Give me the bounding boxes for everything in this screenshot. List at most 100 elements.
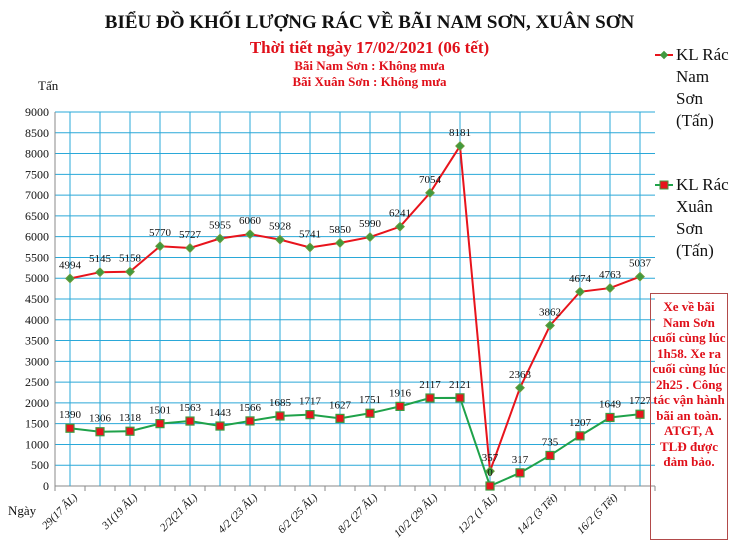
data-label: 1916 [389, 387, 412, 399]
data-label: 6060 [239, 215, 262, 227]
data-label: 357 [482, 452, 499, 464]
data-point-xuan-son [485, 481, 495, 491]
y-tick-label: 500 [31, 458, 49, 472]
data-point-xuan-son [65, 423, 75, 433]
data-point-nam-son [275, 234, 285, 245]
data-point-xuan-son [545, 450, 555, 461]
data-label: 5145 [89, 253, 112, 265]
y-tick-label: 0 [43, 479, 49, 493]
data-label: 1306 [89, 413, 112, 425]
x-tick-label: 2/2(21 ÂL) [158, 491, 201, 534]
legend-marker-nam-son [659, 50, 669, 60]
y-tick-label: 2000 [25, 396, 49, 410]
data-label: 5770 [149, 227, 172, 239]
data-point-xuan-son [605, 412, 615, 423]
data-label: 1501 [149, 405, 171, 417]
y-tick-label: 3500 [25, 334, 49, 348]
data-label: 1751 [359, 394, 381, 406]
series-line-1 [69, 396, 641, 488]
x-tick-label: 10/2 (29 ÂL) [392, 491, 440, 539]
data-label: 1727 [629, 395, 652, 407]
data-point-xuan-son [455, 393, 465, 403]
data-point-nam-son [95, 267, 105, 278]
data-label: 1685 [269, 397, 292, 409]
legend-xuan-son: KL Rác Xuân Sơn (Tấn) [676, 175, 729, 260]
data-point-xuan-son [215, 421, 225, 431]
data-point-nam-son [365, 232, 375, 243]
y-tick-label: 4500 [25, 292, 49, 306]
y-tick-label: 1000 [25, 437, 49, 451]
data-point-xuan-son [155, 419, 165, 429]
data-point-nam-son [305, 242, 315, 253]
weather-subtitle: Thời tiết ngày 17/02/2021 (06 tết) [249, 38, 490, 57]
y-tick-label: 8000 [25, 147, 49, 161]
data-point-nam-son [455, 141, 465, 151]
x-tick-label: 14/2 (3 Tết) [515, 491, 560, 536]
y-tick-label: 1500 [25, 417, 49, 431]
data-label: 1390 [59, 409, 82, 421]
chart-title: BIỂU ĐỒ KHỐI LƯỢNG RÁC VỀ BÃI NAM SƠN, X… [104, 12, 635, 33]
y-tick-label: 2500 [25, 375, 49, 389]
data-point-nam-son [485, 466, 495, 477]
data-point-nam-son [155, 241, 165, 252]
data-label: 1627 [329, 399, 352, 411]
y-tick-label: 5000 [25, 271, 49, 285]
series-line-0 [69, 143, 641, 472]
data-label: 7054 [419, 174, 442, 186]
data-label: 735 [542, 436, 559, 448]
data-point-nam-son [425, 187, 435, 198]
x-tick-label: 29(17 ÂL) [40, 491, 80, 531]
data-point-xuan-son [95, 427, 105, 437]
data-label: 1207 [569, 417, 592, 429]
data-label: 3862 [539, 307, 561, 319]
data-label: 5158 [119, 253, 142, 265]
legend-marker-xuan-son [659, 180, 669, 190]
data-label: 317 [512, 454, 529, 466]
x-tick-label: 12/2 (1 ÂL) [456, 491, 501, 536]
data-point-xuan-son [305, 410, 315, 420]
y-tick-label: 7500 [25, 167, 49, 181]
data-point-nam-son [515, 382, 525, 393]
data-label: 2121 [449, 379, 471, 391]
data-label: 5727 [179, 229, 202, 241]
data-label: 4763 [599, 269, 622, 281]
data-label: 6241 [389, 208, 411, 220]
data-point-nam-son [185, 243, 195, 253]
x-tick-label: 4/2 (23 ÂL) [216, 491, 261, 536]
data-point-xuan-son [125, 426, 135, 436]
data-point-xuan-son [245, 416, 255, 426]
data-label: 1717 [299, 396, 322, 408]
nam-son-weather: Bãi Nam Sơn : Không mưa [294, 58, 445, 73]
data-point-nam-son [575, 286, 585, 297]
x-tick-label: 8/2 (27 ÂL) [336, 491, 381, 536]
y-tick-label: 4000 [25, 313, 49, 327]
data-label: 5955 [209, 220, 232, 232]
data-point-xuan-son [515, 468, 525, 478]
legend-nam-son: KL Rác Nam Sơn (Tấn) [676, 45, 729, 130]
data-point-xuan-son [335, 413, 345, 423]
data-label: 4674 [569, 273, 592, 285]
y-tick-label: 5500 [25, 250, 49, 264]
x-tick-label: 31(19 ÂL) [99, 491, 140, 532]
data-label: 1563 [179, 402, 202, 414]
data-point-xuan-son [365, 408, 375, 418]
data-label: 5037 [629, 258, 652, 270]
data-label: 1443 [209, 407, 232, 419]
data-label: 8181 [449, 127, 471, 139]
data-label: 5850 [329, 224, 352, 236]
data-label: 5928 [269, 221, 292, 233]
data-point-xuan-son [275, 411, 285, 421]
y-tick-label: 8500 [25, 126, 49, 140]
y-tick-label: 3000 [25, 354, 49, 368]
data-label: 4994 [59, 259, 82, 271]
data-point-nam-son [65, 273, 75, 284]
y-tick-label: 6500 [25, 209, 49, 223]
y-tick-label: 7000 [25, 188, 49, 202]
data-point-nam-son [245, 229, 255, 240]
data-point-nam-son [335, 237, 345, 248]
data-label: 2363 [509, 369, 532, 381]
x-tick-label: 16/2 (5 Tết) [575, 491, 620, 536]
data-label: 0 [487, 467, 493, 479]
